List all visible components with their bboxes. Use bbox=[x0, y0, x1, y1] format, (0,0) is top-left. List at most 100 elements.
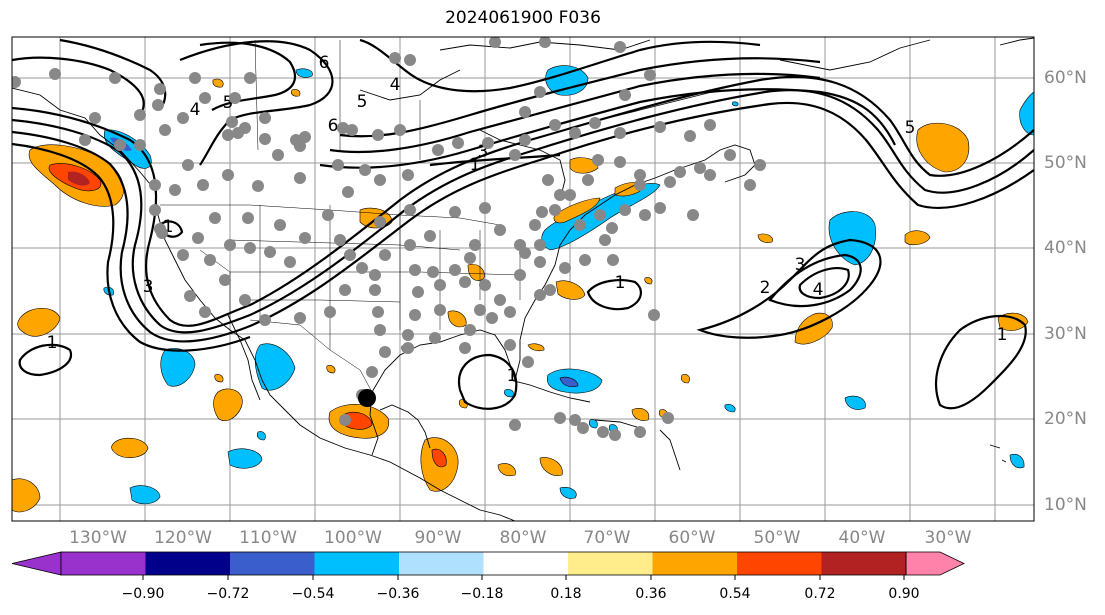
station-dot bbox=[404, 239, 416, 251]
station-dot bbox=[614, 127, 626, 139]
station-dot bbox=[654, 202, 666, 214]
station-dot bbox=[332, 159, 344, 171]
lat-label: 50°N bbox=[1044, 153, 1087, 173]
colorbar-tick-label: 0.18 bbox=[550, 586, 582, 602]
station-dot bbox=[606, 222, 618, 234]
station-dot bbox=[494, 294, 506, 306]
station-dot bbox=[379, 249, 391, 261]
station-dot bbox=[226, 116, 238, 128]
station-dot bbox=[674, 166, 686, 178]
station-dot bbox=[79, 134, 91, 146]
colorbar-segment bbox=[737, 552, 822, 575]
station-dot bbox=[389, 52, 401, 64]
station-dot bbox=[346, 124, 358, 136]
lon-label: 120°W bbox=[154, 528, 212, 548]
station-dot bbox=[182, 159, 194, 171]
station-dot bbox=[339, 414, 351, 426]
station-dot bbox=[259, 133, 271, 145]
station-dot bbox=[684, 130, 696, 142]
station-dot bbox=[459, 276, 471, 288]
station-dot bbox=[577, 422, 589, 434]
station-dot bbox=[754, 159, 766, 171]
station-dot bbox=[156, 227, 168, 239]
station-dot bbox=[504, 339, 516, 351]
contour-label: 5 bbox=[905, 118, 916, 138]
station-dot bbox=[322, 209, 334, 221]
station-dot bbox=[634, 426, 646, 438]
station-dot bbox=[554, 189, 566, 201]
station-dot bbox=[514, 269, 526, 281]
station-dot bbox=[189, 72, 201, 84]
station-dot bbox=[549, 119, 561, 131]
station-dot bbox=[589, 117, 601, 129]
station-dot bbox=[134, 139, 146, 151]
colorbar-segment bbox=[230, 552, 315, 575]
station-dot bbox=[662, 412, 674, 424]
station-dot bbox=[634, 179, 646, 191]
station-dot bbox=[536, 206, 548, 218]
colorbar-segment bbox=[568, 552, 653, 575]
contour-label: 5 bbox=[357, 92, 368, 112]
lat-label: 30°N bbox=[1044, 324, 1087, 344]
station-dot bbox=[724, 149, 736, 161]
station-dot bbox=[489, 37, 501, 48]
colorbar-tick-label: 0.72 bbox=[804, 586, 836, 602]
colorbar-segment bbox=[483, 552, 568, 575]
colorbar-segment bbox=[61, 552, 146, 575]
station-dot bbox=[459, 342, 471, 354]
station-dot bbox=[209, 212, 221, 224]
station-dot bbox=[324, 306, 336, 318]
station-dot bbox=[199, 306, 211, 318]
lon-label: 70°W bbox=[583, 528, 631, 548]
station-dot bbox=[224, 239, 236, 251]
station-dot bbox=[619, 204, 631, 216]
station-dot bbox=[379, 346, 391, 358]
station-dot bbox=[634, 169, 646, 181]
lon-label: 30°W bbox=[924, 528, 972, 548]
station-dot bbox=[394, 124, 406, 136]
station-dot bbox=[114, 139, 126, 151]
shading bbox=[12, 65, 1034, 513]
station-dot bbox=[219, 274, 231, 286]
station-dot bbox=[284, 256, 296, 268]
station-dot bbox=[409, 264, 421, 276]
station-dot bbox=[474, 304, 486, 316]
station-dot bbox=[479, 279, 491, 291]
lon-label: 40°W bbox=[838, 528, 886, 548]
station-dot bbox=[664, 176, 676, 188]
station-dot bbox=[482, 137, 494, 149]
station-dot bbox=[134, 109, 146, 121]
colorbar bbox=[11, 551, 965, 580]
contour-label: 3 bbox=[795, 255, 806, 275]
station-dot bbox=[609, 429, 621, 441]
colorbar-segment bbox=[314, 552, 399, 575]
station-dot bbox=[192, 232, 204, 244]
station-dot bbox=[704, 169, 716, 181]
contour-label: 1 bbox=[470, 155, 481, 175]
station-dot bbox=[259, 314, 271, 326]
lon-label: 80°W bbox=[499, 528, 547, 548]
station-dot bbox=[337, 122, 349, 134]
colorbar-tick-label: 0.36 bbox=[635, 586, 667, 602]
station-dot bbox=[402, 169, 414, 181]
station-dot bbox=[599, 234, 611, 246]
lat-label: 10°N bbox=[1044, 495, 1087, 515]
station-dot bbox=[522, 356, 534, 368]
station-dot bbox=[372, 129, 384, 141]
station-dot bbox=[359, 164, 371, 176]
colorbar-tick-label: 0.54 bbox=[719, 586, 751, 602]
station-dot bbox=[294, 312, 306, 324]
contours bbox=[12, 38, 1034, 410]
contour-label: 4 bbox=[190, 100, 201, 120]
station-dot bbox=[244, 242, 256, 254]
lon-label: 50°W bbox=[753, 528, 801, 548]
contour-label: 1 bbox=[163, 217, 174, 237]
colorbar-segment bbox=[399, 552, 484, 575]
station-dot bbox=[549, 204, 561, 216]
station-dot bbox=[342, 186, 354, 198]
station-dot bbox=[149, 179, 161, 191]
station-dot bbox=[242, 212, 254, 224]
station-dot bbox=[504, 306, 516, 318]
colorbar-segment bbox=[652, 552, 737, 575]
